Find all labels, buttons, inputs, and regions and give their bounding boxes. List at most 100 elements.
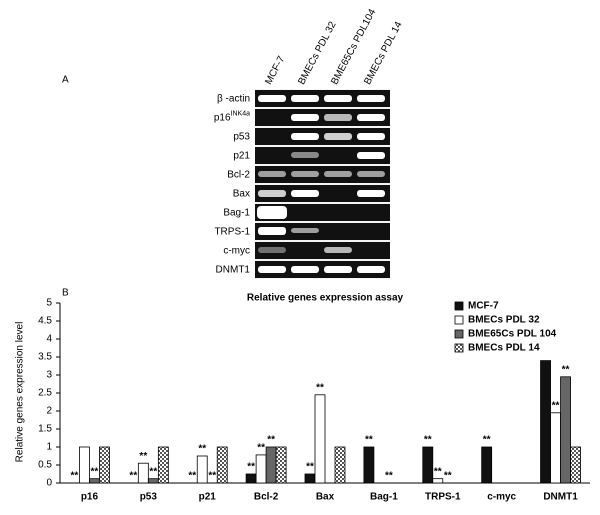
bar (99, 446, 110, 484)
x-tick-label: TRPS-1 (425, 492, 461, 503)
significance-marker: ** (434, 466, 442, 477)
legend-label: MCF-7 (468, 301, 499, 312)
bar (216, 446, 228, 484)
row-name: β -actin (217, 93, 250, 104)
bar (157, 446, 169, 484)
significance-marker: ** (139, 451, 147, 462)
significance-marker: ** (306, 462, 314, 473)
legend-swatch (454, 343, 464, 353)
significance-marker: ** (71, 471, 79, 482)
significance-marker: ** (188, 471, 196, 482)
significance-marker: ** (129, 471, 137, 482)
x-tick-label: Bax (316, 492, 335, 503)
y-tick-label: 5 (46, 298, 52, 309)
row-label: Bag-1 (223, 207, 250, 218)
bar (481, 446, 493, 484)
bar (255, 454, 267, 484)
bar (147, 478, 159, 484)
legend-label: BMECs PDL 32 (468, 315, 540, 326)
x-tick-label: p16 (81, 492, 99, 503)
row-label: p21 (233, 150, 250, 161)
row-name: TRPS-1 (214, 226, 250, 237)
y-tick-label: 0.5 (38, 460, 52, 471)
row-name: Bag-1 (223, 207, 250, 218)
legend-label: BMECs PDL 14 (468, 343, 540, 354)
row-name: p21 (233, 150, 250, 161)
y-axis-label: Relative genes expression level (15, 322, 26, 463)
y-tick-label: 2 (46, 406, 52, 417)
x-tick-label: DNMT1 (543, 492, 578, 503)
bar (265, 446, 277, 484)
y-tick-label: 1.5 (38, 424, 52, 435)
bar (363, 446, 375, 484)
bar (275, 446, 287, 484)
significance-marker: ** (562, 364, 570, 375)
significance-marker: ** (247, 462, 255, 473)
x-tick-label: p53 (140, 492, 158, 503)
bar (570, 446, 581, 484)
row-label: c-myc (223, 245, 250, 256)
significance-marker: ** (483, 435, 491, 446)
significance-marker: ** (257, 443, 265, 454)
panel-label: B (62, 288, 69, 299)
x-tick-label: Bcl-2 (254, 492, 279, 503)
bar (422, 446, 434, 484)
significance-marker: ** (316, 382, 324, 393)
x-tick-label: Bag-1 (370, 492, 398, 503)
y-tick-label: 0 (46, 478, 52, 489)
legend-swatch (454, 315, 464, 325)
y-tick-label: 3.5 (38, 352, 52, 363)
row-label: p53 (233, 131, 250, 142)
y-tick-label: 4 (46, 334, 52, 345)
bar (560, 376, 571, 484)
significance-marker: ** (198, 444, 206, 455)
gel-image (255, 89, 390, 279)
legend-swatch (454, 301, 464, 311)
row-label: DNMT1 (216, 264, 251, 275)
significance-marker: ** (385, 471, 393, 482)
significance-marker: ** (91, 466, 99, 477)
bar (550, 412, 561, 484)
x-tick-label: p21 (199, 492, 217, 503)
row-name: DNMT1 (216, 264, 251, 275)
legend-swatch (454, 329, 464, 339)
bar (137, 462, 149, 484)
bar (314, 394, 326, 484)
row-label: β -actin (217, 93, 250, 104)
y-tick-label: 3 (46, 370, 52, 381)
legend-label: BME65Cs PDL 104 (468, 329, 557, 340)
significance-marker: ** (424, 435, 432, 446)
row-name: p53 (233, 131, 250, 142)
row-name: Bcl-2 (227, 169, 250, 180)
bar (304, 473, 316, 484)
significance-marker: ** (267, 435, 275, 446)
bar (540, 360, 551, 484)
row-label: Bcl-2 (227, 169, 250, 180)
significance-marker: ** (552, 400, 560, 411)
bar (89, 478, 100, 484)
y-tick-label: 1 (46, 442, 52, 453)
significance-marker: ** (208, 471, 216, 482)
bar (334, 446, 346, 484)
significance-marker: ** (149, 466, 157, 477)
panel-label: A (62, 75, 69, 86)
row-label: p16INK4a (214, 110, 250, 123)
row-name: c-myc (223, 245, 250, 256)
x-tick-label: c-myc (487, 492, 516, 503)
significance-marker: ** (365, 435, 373, 446)
row-name: p16 (214, 112, 231, 123)
significance-marker: ** (444, 471, 452, 482)
bar (196, 455, 208, 484)
row-label: Bax (233, 188, 250, 199)
bar (245, 473, 257, 484)
chart-title: Relative genes expression assay (247, 293, 404, 304)
bar (79, 446, 90, 484)
y-tick-label: 2.5 (38, 388, 52, 399)
row-superscript: INK4a (231, 110, 251, 117)
row-label: TRPS-1 (214, 226, 250, 237)
lane-label: MCF-7 (263, 54, 287, 87)
bar (432, 478, 444, 484)
y-tick-label: 4.5 (38, 316, 52, 327)
row-name: Bax (233, 188, 250, 199)
